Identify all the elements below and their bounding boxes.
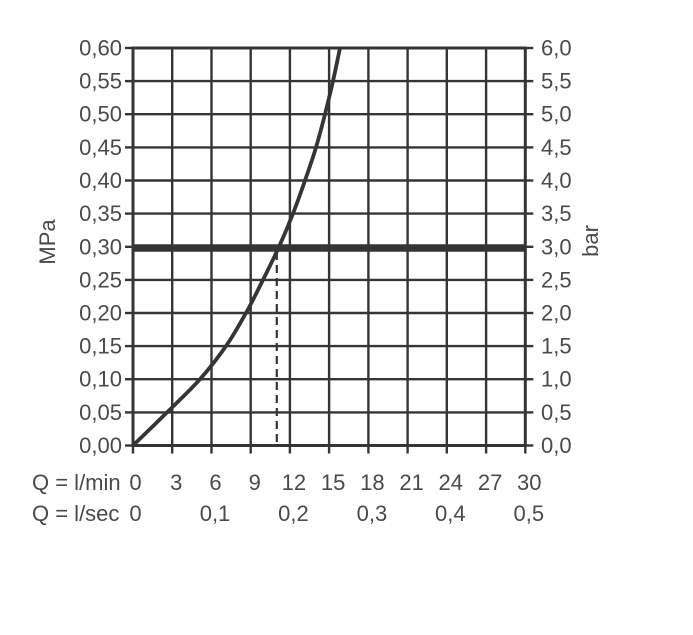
svg-text:3,0: 3,0 xyxy=(541,234,572,259)
svg-text:0,5: 0,5 xyxy=(541,400,572,425)
svg-text:2,5: 2,5 xyxy=(541,267,572,292)
svg-text:0,05: 0,05 xyxy=(79,400,122,425)
svg-text:24: 24 xyxy=(439,470,463,495)
svg-text:5,0: 5,0 xyxy=(541,102,572,127)
svg-text:0,1: 0,1 xyxy=(200,501,231,526)
svg-text:0,40: 0,40 xyxy=(79,168,122,193)
svg-text:1,5: 1,5 xyxy=(541,334,572,359)
svg-text:0,3: 0,3 xyxy=(357,501,388,526)
svg-text:Q = l/min: Q = l/min xyxy=(32,470,121,495)
svg-text:1,0: 1,0 xyxy=(541,367,572,392)
svg-text:0,45: 0,45 xyxy=(79,135,122,160)
svg-text:4,5: 4,5 xyxy=(541,135,572,160)
svg-text:0: 0 xyxy=(129,470,141,495)
svg-text:0,30: 0,30 xyxy=(79,234,122,259)
svg-text:3: 3 xyxy=(170,470,182,495)
svg-text:30: 30 xyxy=(517,470,541,495)
svg-text:0,55: 0,55 xyxy=(79,69,122,94)
svg-text:0,0: 0,0 xyxy=(541,433,572,458)
svg-text:0,15: 0,15 xyxy=(79,334,122,359)
svg-text:18: 18 xyxy=(360,470,384,495)
svg-text:0,50: 0,50 xyxy=(79,102,122,127)
svg-text:0,60: 0,60 xyxy=(79,36,122,61)
svg-text:0,2: 0,2 xyxy=(278,501,309,526)
svg-text:MPa: MPa xyxy=(35,219,60,265)
svg-text:0,00: 0,00 xyxy=(79,433,122,458)
svg-text:6: 6 xyxy=(209,470,221,495)
svg-text:9: 9 xyxy=(249,470,261,495)
svg-text:0,5: 0,5 xyxy=(514,501,545,526)
svg-text:12: 12 xyxy=(282,470,306,495)
svg-text:21: 21 xyxy=(399,470,423,495)
svg-text:15: 15 xyxy=(321,470,345,495)
svg-text:0,20: 0,20 xyxy=(79,301,122,326)
svg-text:0,35: 0,35 xyxy=(79,201,122,226)
svg-text:0,10: 0,10 xyxy=(79,367,122,392)
svg-text:0,25: 0,25 xyxy=(79,267,122,292)
svg-text:4,0: 4,0 xyxy=(541,168,572,193)
svg-text:6,0: 6,0 xyxy=(541,36,572,61)
svg-text:2,0: 2,0 xyxy=(541,301,572,326)
svg-text:27: 27 xyxy=(478,470,502,495)
svg-text:5,5: 5,5 xyxy=(541,69,572,94)
svg-text:0: 0 xyxy=(129,501,141,526)
svg-text:Q = l/sec: Q = l/sec xyxy=(32,501,119,526)
svg-text:3,5: 3,5 xyxy=(541,201,572,226)
svg-text:bar: bar xyxy=(578,225,603,257)
svg-text:0,4: 0,4 xyxy=(435,501,466,526)
